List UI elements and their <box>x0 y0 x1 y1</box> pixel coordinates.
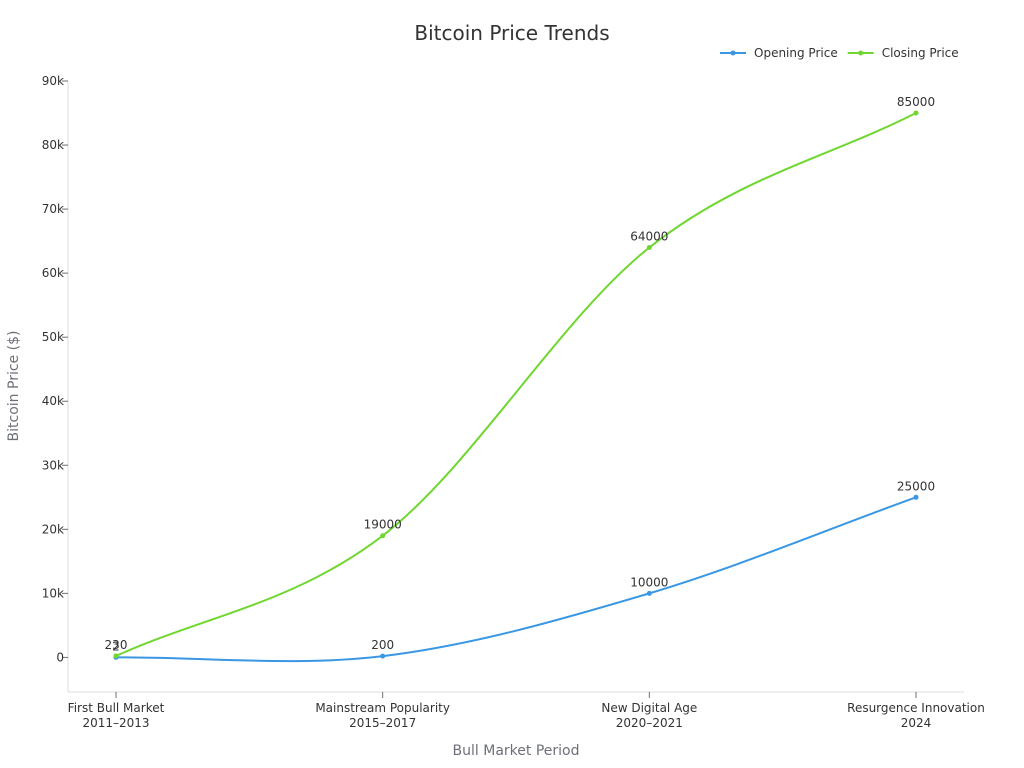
x-axis-title: Bull Market Period <box>453 743 580 759</box>
opening-price-data-label: 10000 <box>630 575 668 589</box>
y-tick-label: 80k <box>42 138 64 152</box>
closing-price-point[interactable] <box>113 653 119 659</box>
y-tick-label: 30k <box>42 458 64 472</box>
x-tick-label: Mainstream Popularity 2015–2017 <box>315 701 450 730</box>
axes: 0 10k 20k 30k 40k 50k 60k 70k 80k 90k First Bull M… <box>42 74 985 730</box>
opening-price-data-label: 2 <box>112 639 120 653</box>
y-tick-label: 40k <box>42 394 64 408</box>
y-tick-label: 20k <box>42 522 64 536</box>
y-tick-label: 10k <box>42 586 64 600</box>
legend-marker-closing-price <box>858 50 864 56</box>
legend-item-closing-price[interactable]: Closing Price <box>847 46 959 60</box>
opening-price-point[interactable] <box>646 590 652 596</box>
data-labels: 2 200 10000 25000 230 19000 64000 85000 <box>105 95 936 653</box>
legend-label-opening-price: Opening Price <box>754 46 838 60</box>
closing-price-data-label: 19000 <box>364 518 402 532</box>
opening-price-line <box>115 496 917 663</box>
closing-price-data-label: 230 <box>105 638 128 652</box>
y-tick-label: 90k <box>42 74 64 88</box>
closing-price-point[interactable] <box>646 245 652 251</box>
y-tick-label: 50k <box>42 330 64 344</box>
y-tick-label: 70k <box>42 202 64 216</box>
legend-marker-opening-price <box>730 50 736 56</box>
x-tick-label: Resurgence Innovation 2024 <box>847 701 985 730</box>
opening-price-data-label: 25000 <box>897 479 935 493</box>
y-tick-label: 60k <box>42 266 64 280</box>
x-tick-label: New Digital Age 2020–2021 <box>601 701 697 730</box>
closing-price-data-label: 85000 <box>897 95 935 109</box>
y-axis-title: Bitcoin Price ($) <box>6 331 22 442</box>
opening-price-point[interactable] <box>913 494 919 500</box>
chart-title: Bitcoin Price Trends <box>414 21 609 45</box>
closing-price-point[interactable] <box>380 533 386 539</box>
closing-price-data-label: 64000 <box>630 230 668 244</box>
opening-price-point[interactable] <box>380 653 386 659</box>
series-lines <box>113 110 919 663</box>
closing-price-line <box>115 112 917 657</box>
legend-label-closing-price: Closing Price <box>882 46 959 60</box>
opening-price-data-label: 200 <box>371 638 394 652</box>
y-tick-label: 0 <box>56 650 64 664</box>
legend-item-opening-price[interactable]: Opening Price <box>720 46 838 60</box>
legend[interactable]: Opening Price Closing Price <box>720 46 959 60</box>
closing-price-point[interactable] <box>913 110 919 116</box>
x-tick-label: First Bull Market 2011–2013 <box>68 701 165 730</box>
